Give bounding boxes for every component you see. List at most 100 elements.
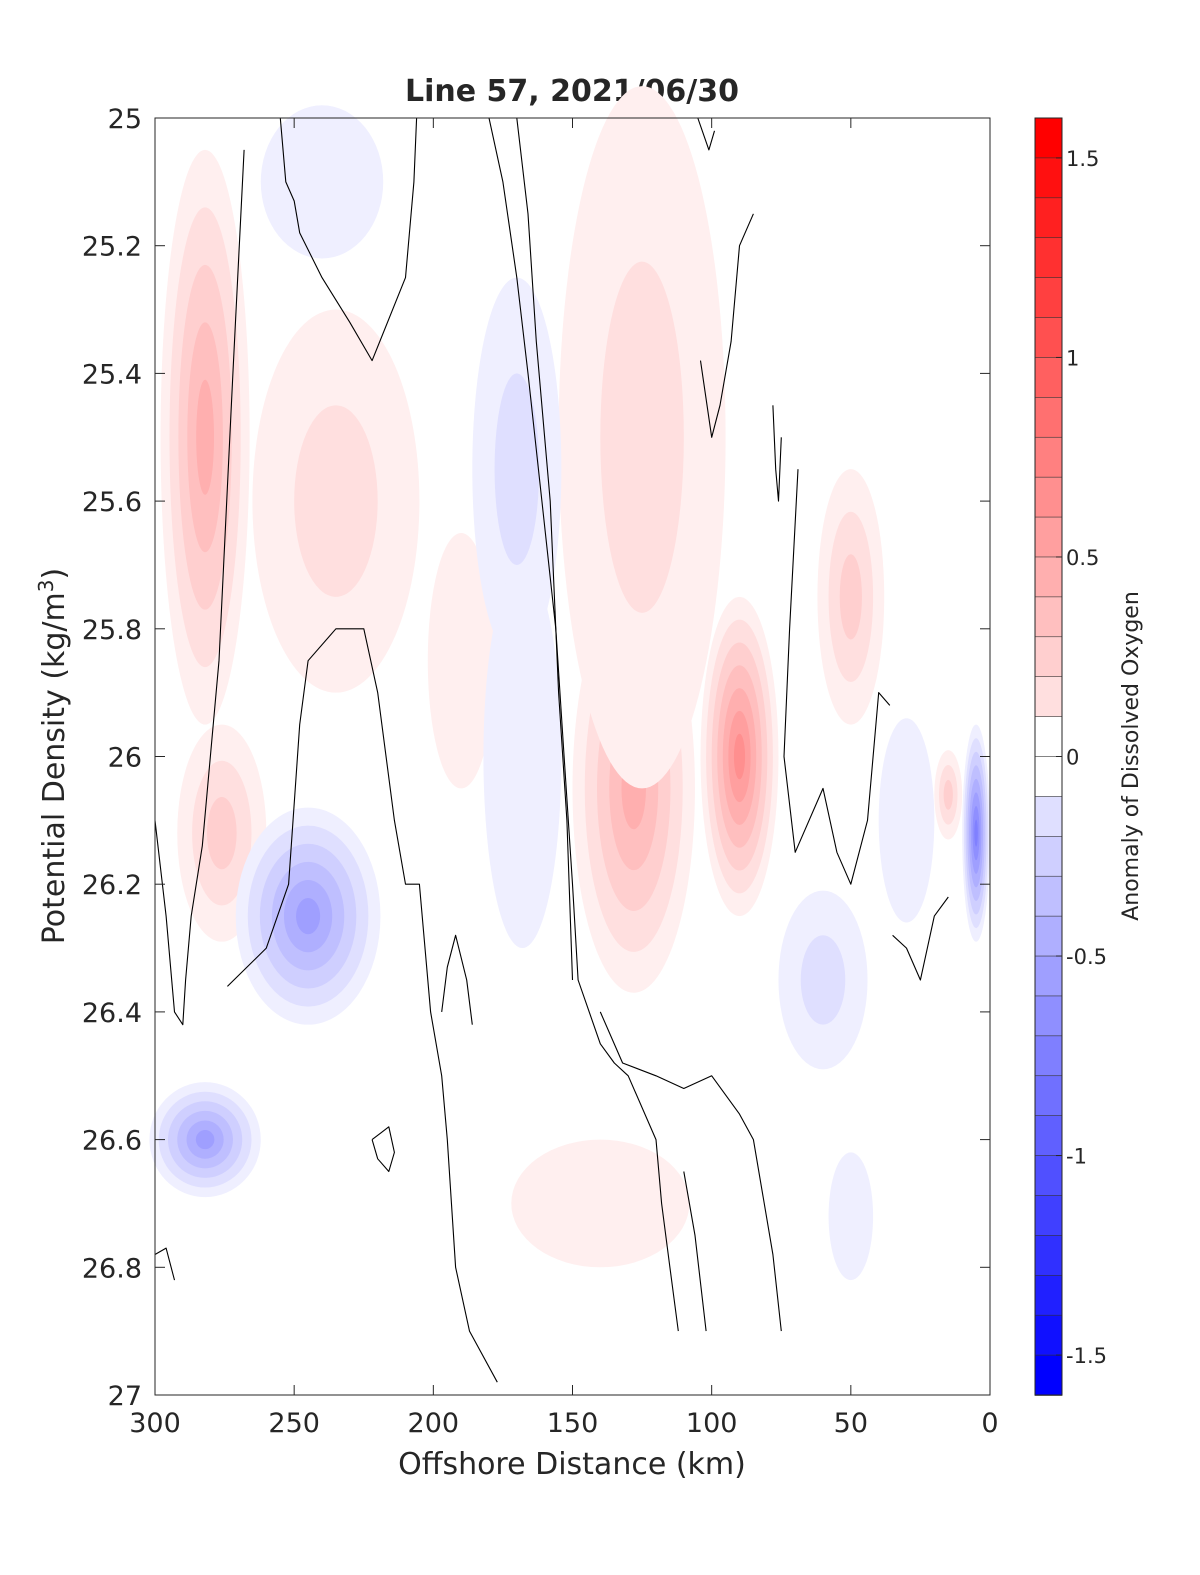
colorbar-tick-label: 1.5 <box>1066 147 1099 171</box>
anomaly-positive-region <box>294 405 378 597</box>
anomaly-negative-region <box>494 373 540 565</box>
colorbar-band <box>1034 157 1063 199</box>
zero-contour-line <box>697 117 716 151</box>
zero-contour-layer <box>154 117 949 1383</box>
y-tick-label: 25.2 <box>82 232 142 263</box>
y-axis-label-superscript: 3 <box>34 579 58 592</box>
colorbar-band <box>1034 1195 1063 1237</box>
colorbar-band <box>1034 1035 1063 1077</box>
zero-contour-line <box>154 149 245 1026</box>
zero-contour-line <box>488 117 679 1332</box>
anomaly-negative-region <box>974 819 978 847</box>
anomaly-positive-region <box>206 796 237 870</box>
colorbar-band <box>1034 1274 1063 1316</box>
colorbar-band <box>1034 836 1063 878</box>
y-axis-label-text: Potential Density (kg/m <box>37 592 72 944</box>
zero-contour-line <box>154 1247 176 1281</box>
y-tick-label: 26.6 <box>82 1126 142 1157</box>
colorbar-band <box>1034 955 1063 997</box>
zero-contour-line <box>699 213 754 438</box>
y-axis-label: Potential Density (kg/m3) <box>34 568 72 944</box>
zero-contour-line <box>683 1171 707 1332</box>
y-tick-label: 27 <box>108 1381 142 1412</box>
x-tick-label: 200 <box>408 1408 460 1439</box>
y-tick-label: 25.8 <box>82 615 142 646</box>
colorbar-tick-label: -1 <box>1066 1145 1087 1169</box>
colorbar-band <box>1034 1235 1063 1277</box>
y-tick-label: 26.4 <box>82 998 142 1029</box>
colorbar-tick-label: 0 <box>1066 746 1079 770</box>
colorbar-band <box>1034 636 1063 678</box>
x-tick-label: 0 <box>981 1408 998 1439</box>
colorbar-tick-label: 1 <box>1066 346 1079 370</box>
colorbar-label: Anomaly of Dissolved Oxygen <box>1119 591 1144 921</box>
colorbar-band <box>1034 436 1063 478</box>
zero-contour-line <box>516 117 574 981</box>
anomaly-positive-region <box>427 533 495 789</box>
plot-area: 300 250 200 150 100 50 0 2525.225.425.625.8262… <box>82 86 999 1439</box>
anomaly-negative-region <box>878 718 935 923</box>
colorbar-band <box>1034 716 1063 758</box>
anomaly-negative-region <box>483 564 562 949</box>
x-tick-label: 300 <box>129 1408 181 1439</box>
anomaly-negative-region <box>195 1130 215 1150</box>
y-axis-label-close: ) <box>37 568 72 580</box>
zero-contour-line <box>227 628 498 1383</box>
anomaly-positive-region <box>839 554 862 640</box>
anomaly-positive-region <box>196 379 215 495</box>
anomaly-positive-region <box>600 261 684 613</box>
anomaly-negative-region <box>828 1152 874 1281</box>
colorbar-band <box>1034 676 1063 718</box>
colorbar-band <box>1034 1354 1063 1396</box>
zero-contour-line <box>772 405 782 502</box>
colorbar-band <box>1034 117 1063 159</box>
zero-contour-line <box>371 1126 395 1173</box>
zero-contour-line <box>892 896 949 981</box>
colorbar-band <box>1034 476 1063 518</box>
y-axis: 25 25.2 25.4 25.6 25.8 26 26.2 26.4 26.6 26.8 27 <box>82 104 990 1412</box>
anomaly-positive-region <box>943 779 953 810</box>
y-tick-label: 25.4 <box>82 359 142 390</box>
colorbar-band <box>1034 995 1063 1037</box>
x-axis: 300 250 200 150 100 50 0 <box>129 118 999 1439</box>
x-tick-label: 250 <box>268 1408 320 1439</box>
colorbar: 1.5 1 0.5 0 -0.5 -1 -1.5 <box>1034 117 1107 1396</box>
colorbar-band <box>1034 875 1063 917</box>
colorbar-band <box>1034 1155 1063 1197</box>
colorbar-band <box>1034 756 1063 798</box>
colorbar-band <box>1034 915 1063 957</box>
anomaly-negative-region <box>260 105 384 259</box>
x-tick-label: 100 <box>686 1408 738 1439</box>
anomaly-positive-region <box>511 1139 690 1268</box>
zero-contour-line <box>279 117 418 362</box>
colorbar-band <box>1034 516 1063 558</box>
anomaly-negative-region <box>296 898 321 935</box>
colorbar-band <box>1034 277 1063 319</box>
colorbar-band <box>1034 796 1063 838</box>
colorbar-band <box>1034 1075 1063 1117</box>
colorbar-tick-label: -0.5 <box>1066 945 1107 969</box>
colorbar-band <box>1034 397 1063 439</box>
zero-contour-line <box>783 469 891 885</box>
colorbar-band <box>1034 317 1063 359</box>
x-tick-label: 50 <box>834 1408 868 1439</box>
anomaly-negative-region <box>800 935 846 1025</box>
colorbar-band <box>1034 1115 1063 1157</box>
colorbar-ticks: 1.5 1 0.5 0 -0.5 -1 -1.5 <box>1056 147 1107 1368</box>
colorbar-band <box>1034 197 1063 239</box>
colorbar-band <box>1034 556 1063 598</box>
zero-contour-line <box>599 1011 782 1332</box>
colorbar-tick-label: -1.5 <box>1066 1344 1107 1368</box>
y-tick-label: 26.8 <box>82 1253 142 1284</box>
colorbar-bands <box>1034 117 1063 1396</box>
y-tick-label: 26.2 <box>82 870 142 901</box>
y-tick-label: 26 <box>108 743 142 774</box>
chart-title: Line 57, 2021/06/30 <box>405 74 739 109</box>
colorbar-band <box>1034 237 1063 279</box>
zero-contour-line <box>441 934 473 1025</box>
colorbar-band <box>1034 596 1063 638</box>
y-tick-label: 25 <box>108 104 142 135</box>
colorbar-tick-label: 0.5 <box>1066 546 1099 570</box>
colorbar-band <box>1034 357 1063 399</box>
